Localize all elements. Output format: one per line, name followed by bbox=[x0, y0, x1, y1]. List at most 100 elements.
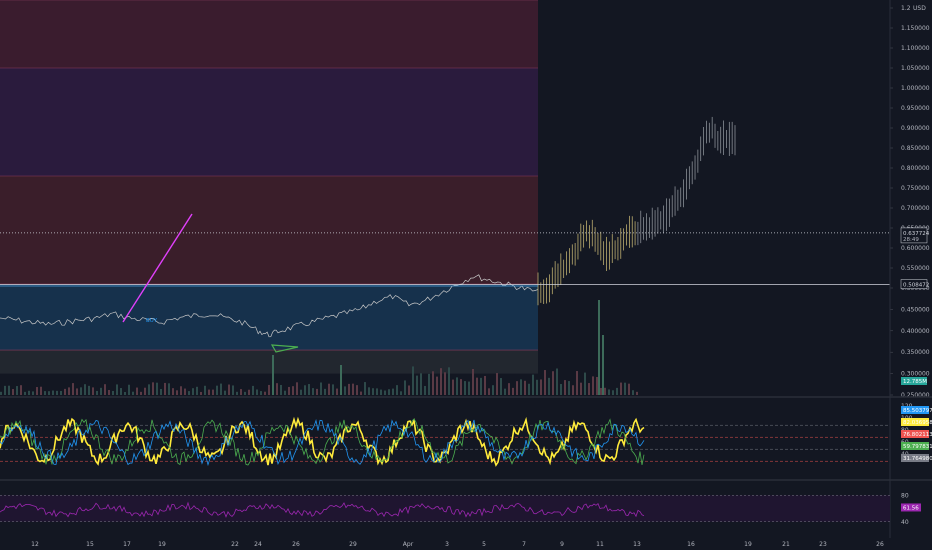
volume-bar bbox=[232, 385, 234, 395]
volume-bar bbox=[344, 386, 346, 395]
volume-bar bbox=[304, 385, 306, 395]
volume-bar bbox=[100, 387, 102, 395]
volume-bar bbox=[172, 388, 174, 395]
zone-band bbox=[0, 284, 538, 351]
level-tag-text: 0.508472 bbox=[903, 283, 929, 289]
volume-bar bbox=[144, 387, 146, 395]
volume-bar bbox=[464, 381, 466, 395]
zone-band bbox=[0, 0, 538, 68]
volume-bar bbox=[572, 385, 574, 395]
price-tick-label: 1.2 bbox=[901, 5, 911, 12]
volume-bar bbox=[508, 383, 510, 395]
x-tick-label: 5 bbox=[482, 541, 486, 548]
volume-bar bbox=[388, 389, 390, 395]
volume-bar bbox=[164, 382, 166, 395]
volume-bar bbox=[352, 383, 354, 395]
volume-bar bbox=[0, 391, 2, 395]
volume-bar bbox=[204, 385, 206, 395]
volume-bar bbox=[28, 390, 30, 395]
volume-bar bbox=[148, 384, 150, 395]
volume-bar bbox=[216, 385, 218, 395]
osc-value-tag-text: 59.797831 bbox=[903, 444, 932, 450]
volume-bar bbox=[280, 384, 282, 395]
volume-bar bbox=[516, 381, 518, 395]
volume-bar bbox=[20, 385, 22, 395]
volume-bar bbox=[160, 388, 162, 395]
level-tag-subtext: 28:49 bbox=[903, 237, 919, 243]
volume-bar bbox=[576, 371, 578, 395]
x-tick-label: 3 bbox=[445, 541, 449, 548]
osc-series-fast bbox=[0, 416, 645, 467]
rsi-tick-label: 40 bbox=[901, 519, 909, 526]
volume-bar bbox=[288, 386, 290, 395]
volume-bar bbox=[108, 389, 110, 395]
volume-bar bbox=[328, 383, 330, 395]
volume-bar bbox=[24, 391, 26, 395]
volume-bar bbox=[228, 384, 230, 395]
x-tick-label: 29 bbox=[349, 541, 357, 548]
price-tick-label: 1.050000 bbox=[901, 65, 930, 72]
volume-bar bbox=[156, 382, 158, 395]
osc-value-tag bbox=[901, 454, 929, 462]
volume-bar bbox=[448, 367, 450, 395]
volume-bar bbox=[412, 366, 414, 395]
volume-bar bbox=[620, 382, 622, 395]
volume-bar bbox=[324, 388, 326, 395]
volume-bar bbox=[356, 385, 358, 395]
volume-bar bbox=[4, 385, 6, 395]
volume-bar bbox=[598, 300, 600, 395]
volume-bar bbox=[236, 391, 238, 395]
volume-bar bbox=[224, 390, 226, 395]
volume-bar bbox=[104, 384, 106, 395]
volume-bar bbox=[240, 389, 242, 395]
volume-bar bbox=[44, 391, 46, 395]
volume-bar bbox=[84, 384, 86, 395]
x-tick-label: 9 bbox=[560, 541, 564, 548]
volume-bar bbox=[336, 388, 338, 395]
volume-bar bbox=[76, 388, 78, 395]
trend-line[interactable] bbox=[122, 213, 193, 323]
price-tick-label: 0.700000 bbox=[901, 205, 930, 212]
volume-bar bbox=[276, 383, 278, 395]
volume-bar bbox=[256, 389, 258, 395]
volume-bar bbox=[340, 365, 342, 395]
volume-bar bbox=[36, 387, 38, 395]
volume-bar bbox=[500, 378, 502, 395]
price-tick-label: 0.550000 bbox=[901, 265, 930, 272]
osc-series-slow bbox=[0, 418, 645, 467]
volume-bar bbox=[548, 377, 550, 395]
volume-bar bbox=[188, 391, 190, 395]
volume-bar bbox=[184, 388, 186, 395]
trend-line-label: BUY bbox=[146, 318, 158, 324]
volume-bar bbox=[260, 391, 262, 395]
volume-bar bbox=[52, 390, 54, 395]
price-tick-label: 0.800000 bbox=[901, 165, 930, 172]
level-tag bbox=[900, 279, 928, 289]
volume-bar bbox=[496, 373, 498, 395]
volume-bar bbox=[208, 389, 210, 395]
osc-value-tag bbox=[901, 430, 929, 438]
volume-bar bbox=[168, 383, 170, 395]
price-tick-label: 1.000000 bbox=[901, 85, 930, 92]
x-tick-label: 12 bbox=[31, 541, 39, 548]
volume-bar bbox=[424, 385, 426, 395]
volume-bar bbox=[372, 388, 374, 395]
volume-bar bbox=[468, 381, 470, 395]
volume-bar bbox=[512, 387, 514, 395]
volume-bar bbox=[136, 387, 138, 395]
volume-bar bbox=[600, 387, 602, 395]
volume-bar bbox=[428, 373, 430, 395]
zone-band bbox=[0, 176, 538, 284]
rsi-line bbox=[0, 501, 645, 518]
volume-bar bbox=[316, 388, 318, 395]
triangle-pattern[interactable] bbox=[270, 344, 299, 353]
volume-bar bbox=[56, 390, 58, 395]
x-tick-label: 22 bbox=[231, 541, 239, 548]
volume-bar bbox=[636, 391, 638, 395]
volume-tag-text: 12.785M bbox=[903, 379, 927, 385]
volume-bar bbox=[504, 388, 506, 395]
volume-bar bbox=[384, 390, 386, 395]
volume-bar bbox=[60, 390, 62, 395]
